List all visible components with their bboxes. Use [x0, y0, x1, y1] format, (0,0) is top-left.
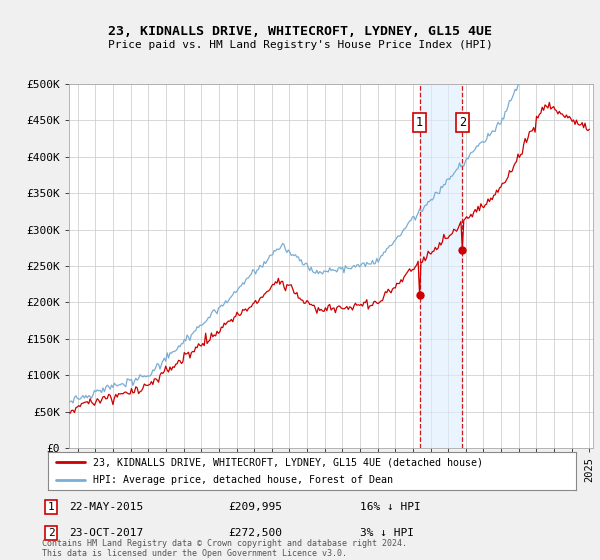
Text: Contains HM Land Registry data © Crown copyright and database right 2024.
This d: Contains HM Land Registry data © Crown c…	[42, 539, 407, 558]
Text: 2: 2	[459, 116, 466, 129]
Text: 16% ↓ HPI: 16% ↓ HPI	[360, 502, 421, 512]
Text: £272,500: £272,500	[228, 528, 282, 538]
Text: 1: 1	[416, 116, 423, 129]
Text: 2: 2	[47, 528, 55, 538]
Text: 3% ↓ HPI: 3% ↓ HPI	[360, 528, 414, 538]
Text: Price paid vs. HM Land Registry's House Price Index (HPI): Price paid vs. HM Land Registry's House …	[107, 40, 493, 50]
Text: 22-MAY-2015: 22-MAY-2015	[69, 502, 143, 512]
Text: 1: 1	[47, 502, 55, 512]
Bar	[419, 84, 463, 448]
Text: 23, KIDNALLS DRIVE, WHITECROFT, LYDNEY, GL15 4UE (detached house): 23, KIDNALLS DRIVE, WHITECROFT, LYDNEY, …	[93, 457, 483, 467]
Text: HPI: Average price, detached house, Forest of Dean: HPI: Average price, detached house, Fore…	[93, 475, 393, 485]
Text: £209,995: £209,995	[228, 502, 282, 512]
Text: 23, KIDNALLS DRIVE, WHITECROFT, LYDNEY, GL15 4UE: 23, KIDNALLS DRIVE, WHITECROFT, LYDNEY, …	[108, 25, 492, 38]
Text: 23-OCT-2017: 23-OCT-2017	[69, 528, 143, 538]
